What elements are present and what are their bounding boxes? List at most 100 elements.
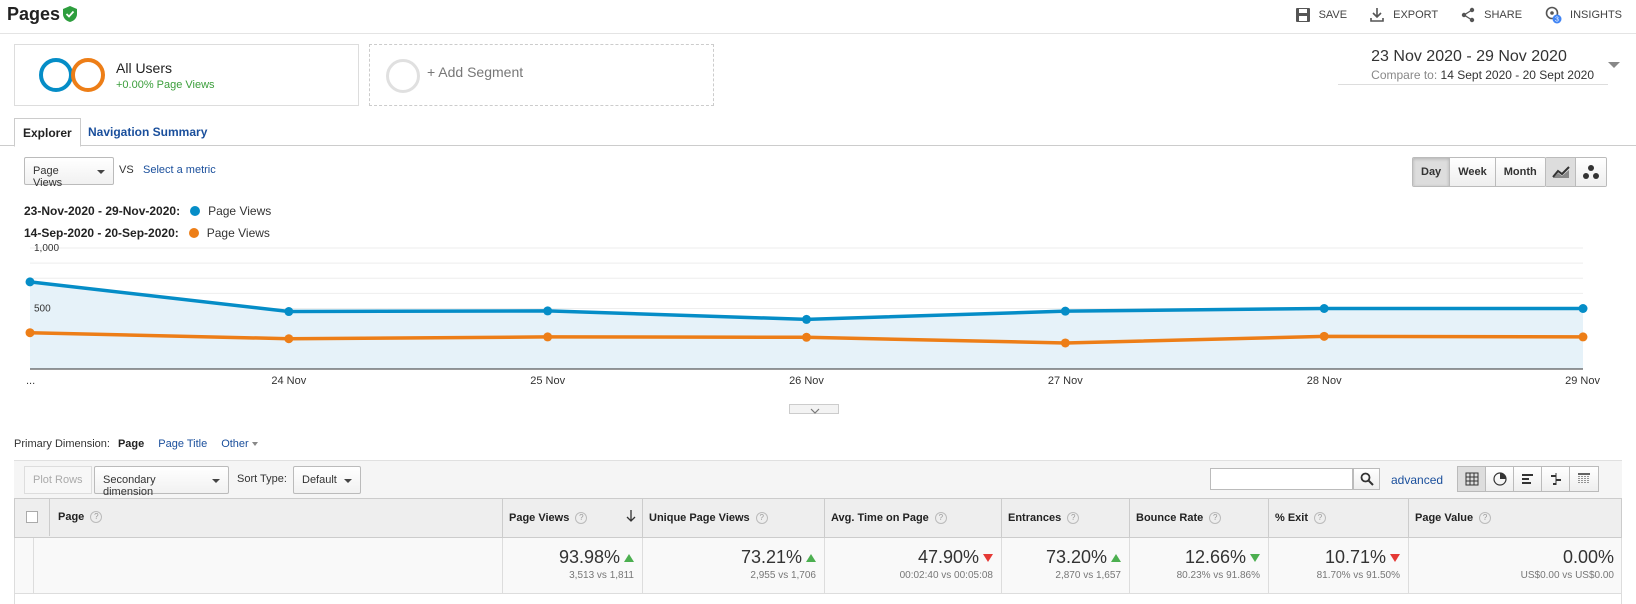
add-segment-circle-icon xyxy=(386,59,420,93)
column-entrances[interactable]: Entrances? xyxy=(1001,499,1129,537)
export-icon xyxy=(1370,8,1384,22)
performance-view-button[interactable] xyxy=(1514,467,1542,491)
chevron-down-icon xyxy=(251,442,258,447)
sort-type-dropdown[interactable]: Default xyxy=(293,466,361,494)
column-page-views-label: Page Views xyxy=(509,512,570,524)
column-bounce-rate-label: Bounce Rate xyxy=(1136,512,1204,524)
column-avg-time-on-page[interactable]: Avg. Time on Page? xyxy=(824,499,1001,537)
x-tick-label: 28 Nov xyxy=(1307,375,1342,387)
dimension-page[interactable]: Page xyxy=(117,438,145,450)
total-bounce-rate-value: 12.66% xyxy=(1184,547,1246,567)
select-all-checkbox[interactable] xyxy=(26,511,38,523)
sort-descending-icon[interactable] xyxy=(626,510,636,522)
column-page[interactable]: Page? xyxy=(49,498,502,536)
motion-chart-button[interactable] xyxy=(1576,158,1606,186)
export-button[interactable]: EXPORT xyxy=(1369,7,1438,23)
comparison-view-button[interactable] xyxy=(1542,467,1570,491)
help-icon[interactable]: ? xyxy=(1479,512,1492,525)
tab-navigation-summary[interactable]: Navigation Summary xyxy=(88,125,208,139)
help-icon[interactable]: ? xyxy=(1314,512,1327,525)
column-unique-page-views-label: Unique Page Views xyxy=(649,512,750,524)
plot-rows-button[interactable]: Plot Rows xyxy=(24,466,92,494)
select-metric-link[interactable]: Select a metric xyxy=(143,164,216,176)
legend-compare: 14-Sep-2020 - 20-Sep-2020: Page Views xyxy=(24,226,270,240)
table-search-input[interactable] xyxy=(1210,468,1353,490)
total-avg-time-value: 47.90% xyxy=(917,547,979,567)
column-unique-page-views[interactable]: Unique Page Views? xyxy=(642,499,824,537)
save-label: SAVE xyxy=(1318,9,1348,21)
x-tick-label: 27 Nov xyxy=(1048,375,1083,387)
share-icon xyxy=(1461,7,1475,23)
tab-explorer[interactable]: Explorer xyxy=(14,118,81,147)
total-page-views-value: 93.98% xyxy=(558,547,620,567)
primary-dimension-label: Primary Dimension: xyxy=(14,438,110,450)
add-segment-label: + Add Segment xyxy=(427,64,524,80)
export-label: EXPORT xyxy=(1393,9,1439,21)
total-page-value-sub: US$0.00 vs US$0.00 xyxy=(1520,570,1614,581)
pie-chart-icon xyxy=(1492,472,1507,486)
chart-collapse-handle[interactable] xyxy=(789,404,839,414)
data-point xyxy=(284,307,294,317)
line-chart-button[interactable] xyxy=(1546,158,1576,186)
help-icon[interactable]: ? xyxy=(90,511,103,524)
trend-down-icon xyxy=(1250,553,1260,562)
search-button[interactable] xyxy=(1353,468,1380,490)
advanced-filter-link[interactable]: advanced xyxy=(1391,473,1444,487)
x-tick-label: 26 Nov xyxy=(789,375,824,387)
help-icon[interactable]: ? xyxy=(934,512,947,525)
pie-view-button[interactable] xyxy=(1486,467,1514,491)
column-exit[interactable]: % Exit? xyxy=(1268,499,1408,537)
column-exit-label: % Exit xyxy=(1275,512,1309,524)
top-bar: Pages SAVE EXPORT SHARE 3 INSIGHTS xyxy=(0,0,1636,34)
help-icon[interactable]: ? xyxy=(575,512,588,525)
page-title: Pages xyxy=(7,4,61,24)
save-button[interactable]: SAVE xyxy=(1295,7,1348,23)
vs-label: VS xyxy=(119,164,134,176)
verified-shield-icon xyxy=(63,6,77,22)
legend-compare-date: 14-Sep-2020 - 20-Sep-2020: xyxy=(24,226,179,240)
legend-current-metric: Page Views xyxy=(208,204,272,218)
date-range-underline xyxy=(1338,84,1608,85)
column-page-value[interactable]: Page Value? xyxy=(1408,499,1622,537)
date-range-picker[interactable]: 23 Nov 2020 - 29 Nov 2020 Compare to: 14… xyxy=(1371,48,1594,82)
column-bounce-rate[interactable]: Bounce Rate? xyxy=(1129,499,1268,537)
segment-all-users[interactable]: All Users +0.00% Page Views xyxy=(14,44,359,106)
data-table-view-button[interactable] xyxy=(1458,467,1486,491)
total-exit-sub: 81.70% vs 91.50% xyxy=(1316,570,1400,581)
line-chart[interactable]: 1,000 500... 24 Nov 25 Nov 26 Nov 27 Nov 28 No… xyxy=(0,240,1636,410)
data-point xyxy=(1319,331,1329,341)
total-avg-time-sub: 00:02:40 vs 00:05:08 xyxy=(899,570,993,581)
pivot-table-icon xyxy=(1578,473,1590,484)
secondary-dimension-dropdown[interactable]: Secondary dimension xyxy=(94,466,229,498)
add-segment-button[interactable]: + Add Segment xyxy=(369,44,714,106)
comparison-icon xyxy=(1550,473,1561,485)
dimension-other[interactable]: Other xyxy=(221,438,258,450)
chevron-down-icon xyxy=(344,479,352,483)
help-icon[interactable]: ? xyxy=(1209,512,1222,525)
help-icon[interactable]: ? xyxy=(1067,512,1080,525)
share-label: SHARE xyxy=(1484,9,1523,21)
week-button[interactable]: Week xyxy=(1450,158,1496,186)
trend-up-icon xyxy=(624,553,634,562)
total-unique-page-views-sub: 2,955 vs 1,706 xyxy=(750,570,816,581)
metric-dropdown[interactable]: Page Views xyxy=(24,157,114,189)
pivot-view-button[interactable] xyxy=(1570,467,1598,491)
data-point xyxy=(802,314,811,324)
y-tick-label: 1,000 xyxy=(34,243,59,254)
total-bounce-rate: 12.66% 80.23% vs 91.86% xyxy=(1129,538,1268,593)
data-point xyxy=(1060,338,1070,348)
dimension-page-title[interactable]: Page Title xyxy=(158,438,208,450)
date-range-caret-icon[interactable] xyxy=(1608,62,1620,68)
legend-current: 23-Nov-2020 - 29-Nov-2020: Page Views xyxy=(24,204,271,218)
data-point xyxy=(284,334,294,344)
total-page-value: 0.00% US$0.00 vs US$0.00 xyxy=(1408,538,1622,593)
month-button[interactable]: Month xyxy=(1495,158,1545,186)
day-button[interactable]: Day xyxy=(1413,158,1451,186)
insights-button[interactable]: 3 INSIGHTS xyxy=(1544,6,1622,24)
totals-spacer xyxy=(33,538,502,593)
help-icon[interactable]: ? xyxy=(755,512,768,525)
share-button[interactable]: SHARE xyxy=(1460,7,1522,23)
column-page-value-label: Page Value xyxy=(1415,512,1474,524)
chart-type-group xyxy=(1545,157,1607,187)
column-page-views[interactable]: Page Views? xyxy=(502,499,642,537)
